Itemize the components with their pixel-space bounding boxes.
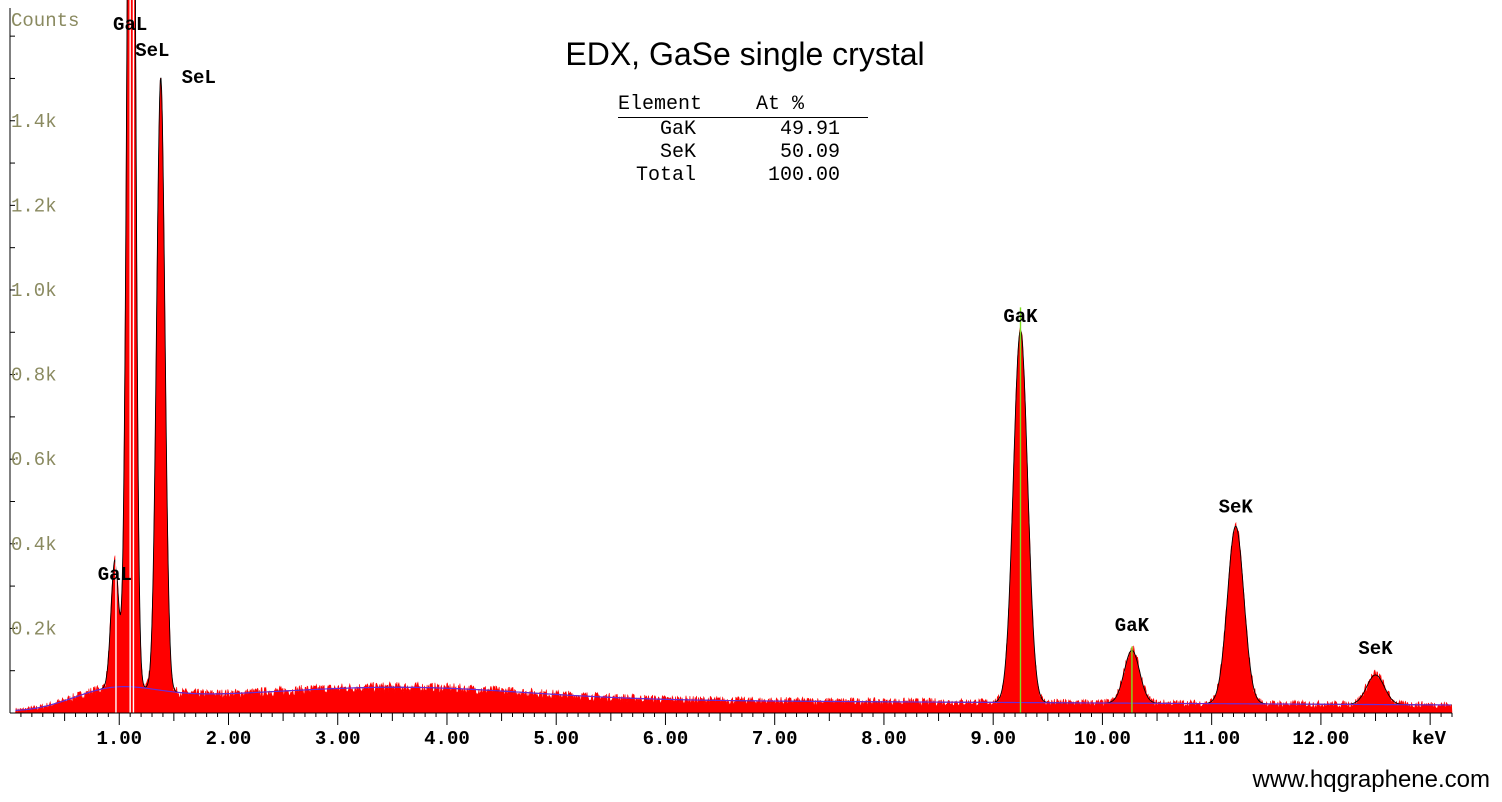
x-axis-label: keV bbox=[1412, 728, 1447, 750]
header-at-percent: At % bbox=[756, 93, 805, 116]
chart-title-text: EDX, GaSe single crystal bbox=[565, 36, 925, 72]
x-tick-label: 10.00 bbox=[1074, 728, 1131, 750]
y-tick-label: 0.8k bbox=[11, 365, 57, 387]
x-tick-label: 2.00 bbox=[206, 728, 252, 750]
background-curve bbox=[15, 686, 1451, 711]
row-at-percent: 49.91 bbox=[779, 118, 840, 141]
x-tick-label: 1.00 bbox=[96, 728, 142, 750]
row-element: GaK bbox=[659, 118, 696, 141]
x-tick-label: 3.00 bbox=[315, 728, 361, 750]
table-row: SeK 50.09 bbox=[618, 141, 868, 164]
x-tick-label: 6.00 bbox=[643, 728, 689, 750]
y-tick-label: 1.2k bbox=[11, 195, 57, 217]
peak-label: GaK bbox=[1003, 306, 1038, 328]
row-at-percent: 100.00 bbox=[767, 164, 840, 187]
composition-table-header: Element At % bbox=[618, 93, 868, 118]
row-element: Total bbox=[635, 164, 696, 187]
x-tick-label: 5.00 bbox=[533, 728, 579, 750]
y-axis-label: Counts bbox=[11, 10, 79, 32]
row-at-percent: 50.09 bbox=[779, 141, 840, 164]
peak-label: GaL bbox=[98, 564, 132, 586]
y-tick-label: 1.4k bbox=[11, 111, 57, 133]
peak-label: SeK bbox=[1219, 496, 1254, 518]
x-tick-label: 11.00 bbox=[1183, 728, 1240, 750]
peak-label: SeL bbox=[182, 67, 216, 89]
composition-table: Element At % GaK 49.91 SeK 50.09 Total 1… bbox=[618, 93, 868, 187]
x-tick-label: 7.00 bbox=[752, 728, 798, 750]
y-tick-label: 0.6k bbox=[11, 449, 57, 471]
peak-label: GaL bbox=[113, 14, 147, 36]
peak-label: SeL bbox=[135, 40, 169, 62]
y-tick-label: 0.2k bbox=[11, 618, 57, 640]
x-tick-label: 4.00 bbox=[424, 728, 470, 750]
chart-title: EDX, GaSe single crystal bbox=[0, 36, 1502, 73]
x-tick-label: 9.00 bbox=[970, 728, 1016, 750]
header-element: Element bbox=[618, 93, 703, 116]
peak-label: GaK bbox=[1115, 615, 1150, 637]
y-tick-label: 1.0k bbox=[11, 280, 57, 302]
watermark-url: www.hqgraphene.com bbox=[1252, 766, 1490, 793]
x-tick-label: 8.00 bbox=[861, 728, 907, 750]
y-tick-label: 0.4k bbox=[11, 534, 57, 556]
x-tick-label: 12.00 bbox=[1292, 728, 1349, 750]
row-element: SeK bbox=[659, 141, 696, 164]
peak-label: SeK bbox=[1358, 638, 1393, 660]
table-row: GaK 49.91 bbox=[618, 118, 868, 141]
table-row: Total 100.00 bbox=[618, 164, 868, 187]
